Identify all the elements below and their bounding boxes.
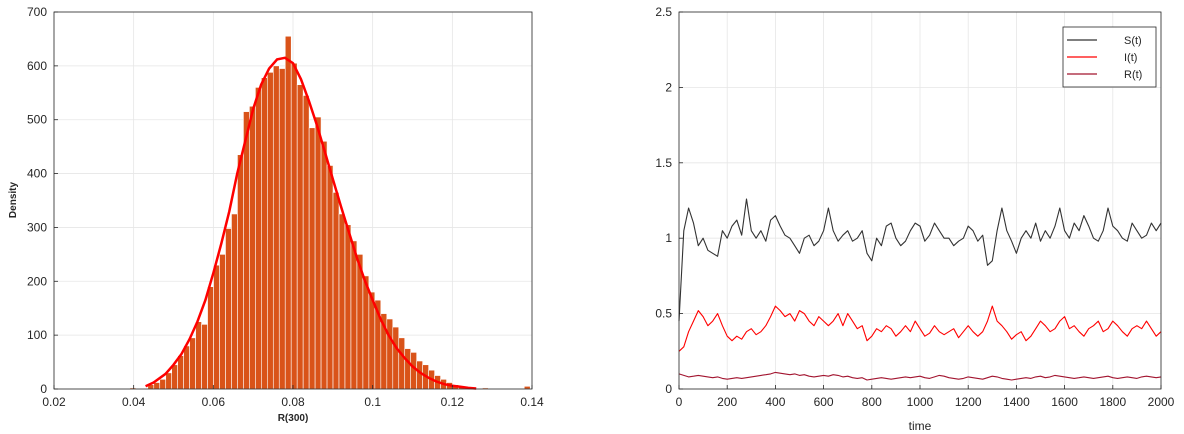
histogram-bar <box>219 254 226 390</box>
histogram-bar <box>195 321 202 390</box>
histogram-bar <box>308 127 316 390</box>
histogram-bar <box>404 348 412 390</box>
timeseries-y-tick-label: 1.5 <box>655 156 672 170</box>
histogram-bar <box>296 84 304 390</box>
histogram-x-tick-label: 0.02 <box>42 395 66 409</box>
histogram-bar <box>332 192 340 390</box>
timeseries-y-tick-label: 2.5 <box>655 5 672 19</box>
histogram-bar <box>302 95 310 390</box>
timeseries-x-tick-label: 1800 <box>1099 395 1126 409</box>
timeseries-x-tick-label: 400 <box>765 395 785 409</box>
legend-label-s: S(t) <box>1124 35 1142 47</box>
timeseries-x-tick-label: 1400 <box>1003 395 1030 409</box>
histogram-x-tick-label: 0.1 <box>364 395 381 409</box>
histogram-x-tick-label: 0.04 <box>122 395 146 409</box>
timeseries-x-tick-label: 1000 <box>907 395 934 409</box>
histogram-bar <box>284 35 292 390</box>
histogram-bar <box>207 286 214 390</box>
histogram-y-tick-label: 0 <box>40 382 47 396</box>
timeseries-x-tick-label: 200 <box>717 395 737 409</box>
histogram-bar <box>153 382 161 390</box>
histogram-bar <box>290 62 298 390</box>
histogram-bar <box>159 379 167 390</box>
timeseries-lines <box>678 198 1162 381</box>
legend: S(t) I(t) R(t) <box>1062 26 1157 88</box>
histogram-bar <box>267 72 274 390</box>
histogram-bar <box>243 111 250 390</box>
histogram-bar <box>368 291 376 390</box>
histogram-bar <box>398 337 406 390</box>
histogram-bar <box>326 165 334 390</box>
histogram-y-tick-label: 700 <box>27 5 47 19</box>
s-series-line <box>678 198 1162 322</box>
timeseries-y-tick-label: 1 <box>665 231 672 245</box>
histogram-bar <box>338 213 346 390</box>
histogram-bar <box>272 65 280 390</box>
histogram-y-tick-label: 300 <box>27 220 47 234</box>
i-series-line <box>678 305 1162 352</box>
timeseries-y-tick-label: 2 <box>665 80 672 94</box>
histogram-bar <box>231 213 238 390</box>
histogram-bar <box>171 364 178 390</box>
histogram-bar <box>344 224 352 390</box>
histogram-bar <box>255 87 262 390</box>
timeseries-panel: 0 200 400 600 800 1000 1200 1400 1600 1800 2000 00… <box>655 5 1174 433</box>
histogram-bar <box>249 105 256 390</box>
histogram-y-tick-label: 400 <box>27 167 47 181</box>
histogram-bar <box>189 337 196 390</box>
timeseries-x-tick-label: 600 <box>814 395 834 409</box>
timeseries-x-tick-label: 0 <box>676 395 683 409</box>
legend-label-i: I(t) <box>1124 52 1137 64</box>
histogram-y-axis-label: Density <box>8 182 19 219</box>
histogram-x-axis-label: R(300) <box>278 413 309 424</box>
timeseries-y-tick-label: 0.5 <box>655 307 672 321</box>
histogram-bar <box>183 345 190 390</box>
histogram-bar <box>201 324 208 390</box>
histogram-bar <box>410 352 417 390</box>
histogram-bar <box>177 355 184 390</box>
histogram-bar <box>261 77 268 390</box>
histogram-bar <box>523 386 531 390</box>
timeseries-x-tick-label: 1600 <box>1051 395 1078 409</box>
histogram-x-tick-label: 0.08 <box>281 395 305 409</box>
histogram-bar <box>165 372 173 390</box>
histogram-bar <box>350 240 358 390</box>
histogram-bar <box>314 116 322 390</box>
histogram-panel: 0.02 0.04 0.06 0.08 0.1 0.12 0.14 0 100 200 300 40… <box>8 5 544 424</box>
r-series-line <box>678 371 1162 381</box>
histogram-bar <box>237 154 244 390</box>
histogram-y-tick-label: 200 <box>27 274 47 288</box>
histogram-bar <box>320 140 328 390</box>
legend-label-r: R(t) <box>1124 69 1142 81</box>
histogram-y-tick-label: 500 <box>27 113 47 127</box>
timeseries-x-ticks: 0 200 400 600 800 1000 1200 1400 1600 1800 2000 <box>676 385 1175 409</box>
timeseries-x-tick-label: 1200 <box>955 395 982 409</box>
histogram-bar <box>213 264 220 390</box>
density-curve <box>145 56 477 390</box>
histogram-bars <box>129 35 531 390</box>
histogram-bar <box>278 68 286 390</box>
histogram-x-ticks: 0.02 0.04 0.06 0.08 0.1 0.12 0.14 <box>42 385 544 409</box>
timeseries-y-tick-label: 0 <box>665 382 672 396</box>
histogram-bar <box>225 228 232 390</box>
timeseries-x-tick-label: 800 <box>862 395 882 409</box>
histogram-bar <box>392 326 400 390</box>
timeseries-x-axis-label: time <box>909 419 932 433</box>
histogram-bar <box>386 318 394 390</box>
histogram-y-ticks: 0 100 200 300 400 500 600 700 <box>27 5 58 396</box>
histogram-x-tick-label: 0.14 <box>520 395 544 409</box>
histogram-y-tick-label: 600 <box>27 59 47 73</box>
timeseries-x-tick-label: 2000 <box>1148 395 1175 409</box>
histogram-bar <box>362 275 370 390</box>
histogram-y-tick-label: 100 <box>27 328 47 342</box>
histogram-x-tick-label: 0.06 <box>202 395 226 409</box>
timeseries-y-ticks: 0 0.5 1 1.5 2 2.5 <box>655 5 683 396</box>
histogram-x-tick-label: 0.12 <box>441 395 465 409</box>
